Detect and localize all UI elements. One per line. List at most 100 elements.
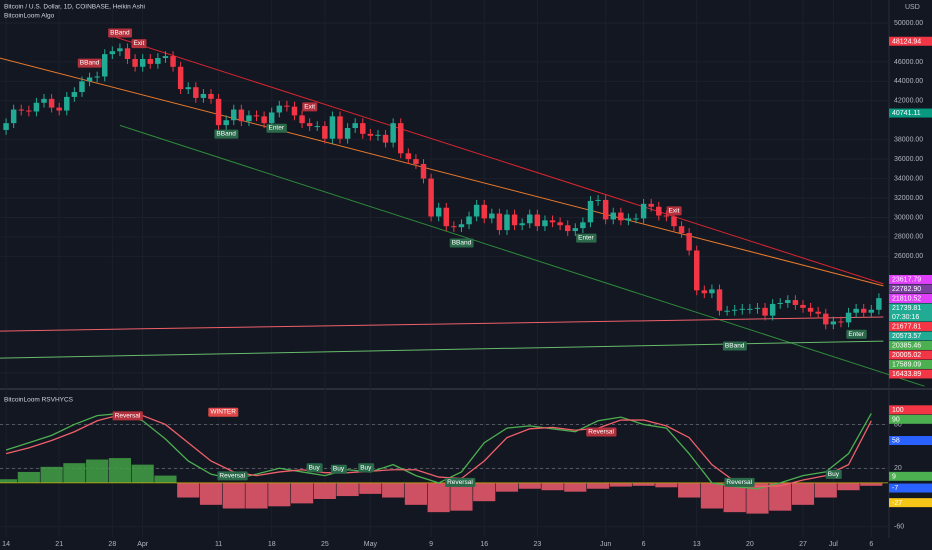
y-tick-label: 42000.00 <box>894 98 923 105</box>
candle-body <box>79 81 85 93</box>
signal-label-bg <box>214 129 239 139</box>
price-tag-label: 9 <box>892 473 896 480</box>
signal-label: Buy <box>333 466 345 473</box>
histogram-bar <box>199 482 223 505</box>
signal-label-bg <box>722 341 747 351</box>
histogram-bar <box>837 482 860 491</box>
candle-body <box>618 212 624 221</box>
y-tick-label: 50000.00 <box>894 20 923 27</box>
y-tick-label: 46000.00 <box>894 59 923 66</box>
signal-label: Enter <box>578 235 594 242</box>
candle-body <box>694 250 700 291</box>
histogram-bar <box>177 482 200 498</box>
candle-body <box>602 199 609 220</box>
price-tag <box>889 350 932 360</box>
y-tick-label: 36000.00 <box>894 156 923 163</box>
candle-body <box>838 321 844 323</box>
signal-label: Exit <box>304 103 315 110</box>
candle-body <box>640 203 647 219</box>
candle-body <box>367 133 374 136</box>
signal-label-bg <box>576 233 597 243</box>
candle-body <box>754 307 761 309</box>
candle-body <box>177 66 184 90</box>
trendline <box>0 57 884 287</box>
histogram-bar <box>17 471 40 483</box>
price-tag-label: 21810.52 <box>892 296 921 303</box>
countdown: 07:30:16 <box>892 314 919 321</box>
signal-label-bg <box>108 28 133 38</box>
candle-body <box>132 59 138 67</box>
candle-body <box>663 215 670 217</box>
candle-body <box>261 116 267 124</box>
x-tick-label: 16 <box>480 541 488 548</box>
price-tag <box>889 284 932 294</box>
y-tick-label: 32000.00 <box>894 195 923 202</box>
signal-label-bg <box>112 411 143 421</box>
candle-body <box>777 302 783 304</box>
candle-body <box>26 110 32 112</box>
signal-label-bg <box>586 427 617 437</box>
price-tag-label: 22782.90 <box>892 286 921 293</box>
histogram-bar <box>313 482 336 499</box>
candle-body <box>215 98 222 126</box>
candle-body <box>117 48 123 52</box>
price-tag-label: 100 <box>892 407 904 414</box>
signal-label: Buy <box>828 471 840 478</box>
candle-body <box>678 226 685 233</box>
y-tick-label: 20 <box>894 465 902 472</box>
x-tick-label: Jun <box>600 541 611 548</box>
candle-body <box>314 126 320 128</box>
price-tag <box>889 36 932 46</box>
signal-label-bg <box>266 123 287 133</box>
price-tag <box>889 483 932 493</box>
candle-body <box>792 300 799 305</box>
candle-body <box>747 308 753 310</box>
histogram-bar <box>154 475 177 483</box>
histogram-bar <box>586 482 610 489</box>
histogram-bar <box>791 482 815 505</box>
x-tick-label: 14 <box>2 541 10 548</box>
candle-body <box>762 307 768 316</box>
candle-body <box>800 304 806 308</box>
price-tag <box>889 108 932 118</box>
candle-body <box>511 214 518 226</box>
candle-body <box>496 213 503 231</box>
candle-body <box>572 228 579 232</box>
candle-body <box>246 115 252 122</box>
candle-body <box>428 178 434 217</box>
histogram-bar <box>40 466 63 483</box>
price-tag <box>889 293 932 303</box>
histogram-bar <box>723 482 746 513</box>
candle-body <box>853 308 859 313</box>
histogram-bar <box>700 482 724 509</box>
histogram-bar <box>678 482 701 498</box>
histogram-bar <box>404 482 428 505</box>
candle-body <box>542 220 548 227</box>
price-tag <box>889 340 932 350</box>
signal-label-bg <box>846 329 867 339</box>
candle-body <box>102 54 108 77</box>
candle-body <box>155 58 161 64</box>
price-tag-label: 16433.89 <box>892 371 921 378</box>
candle-body <box>382 134 389 143</box>
signal-label: Reversal <box>219 472 245 479</box>
candle-body <box>413 159 419 164</box>
candle-body <box>322 126 328 139</box>
y-tick-label: 44000.00 <box>894 78 923 85</box>
pane-title: BitcoinLoom RSVHYCS <box>4 397 74 404</box>
candle-body <box>94 76 100 78</box>
signal-label-bg <box>306 463 323 473</box>
y-tick-label: 30000.00 <box>894 214 923 221</box>
candle-body <box>564 225 571 232</box>
signal-label: Enter <box>848 331 864 338</box>
histogram-bar <box>541 482 564 491</box>
candle-body <box>845 312 852 323</box>
x-tick-label: May <box>364 541 378 548</box>
signal-label-bg <box>208 407 239 417</box>
price-tag-label: 58 <box>892 438 900 445</box>
histogram-bar <box>495 482 519 492</box>
candle-body <box>284 105 290 107</box>
candle-body <box>147 59 154 64</box>
histogram-bar <box>359 482 382 494</box>
